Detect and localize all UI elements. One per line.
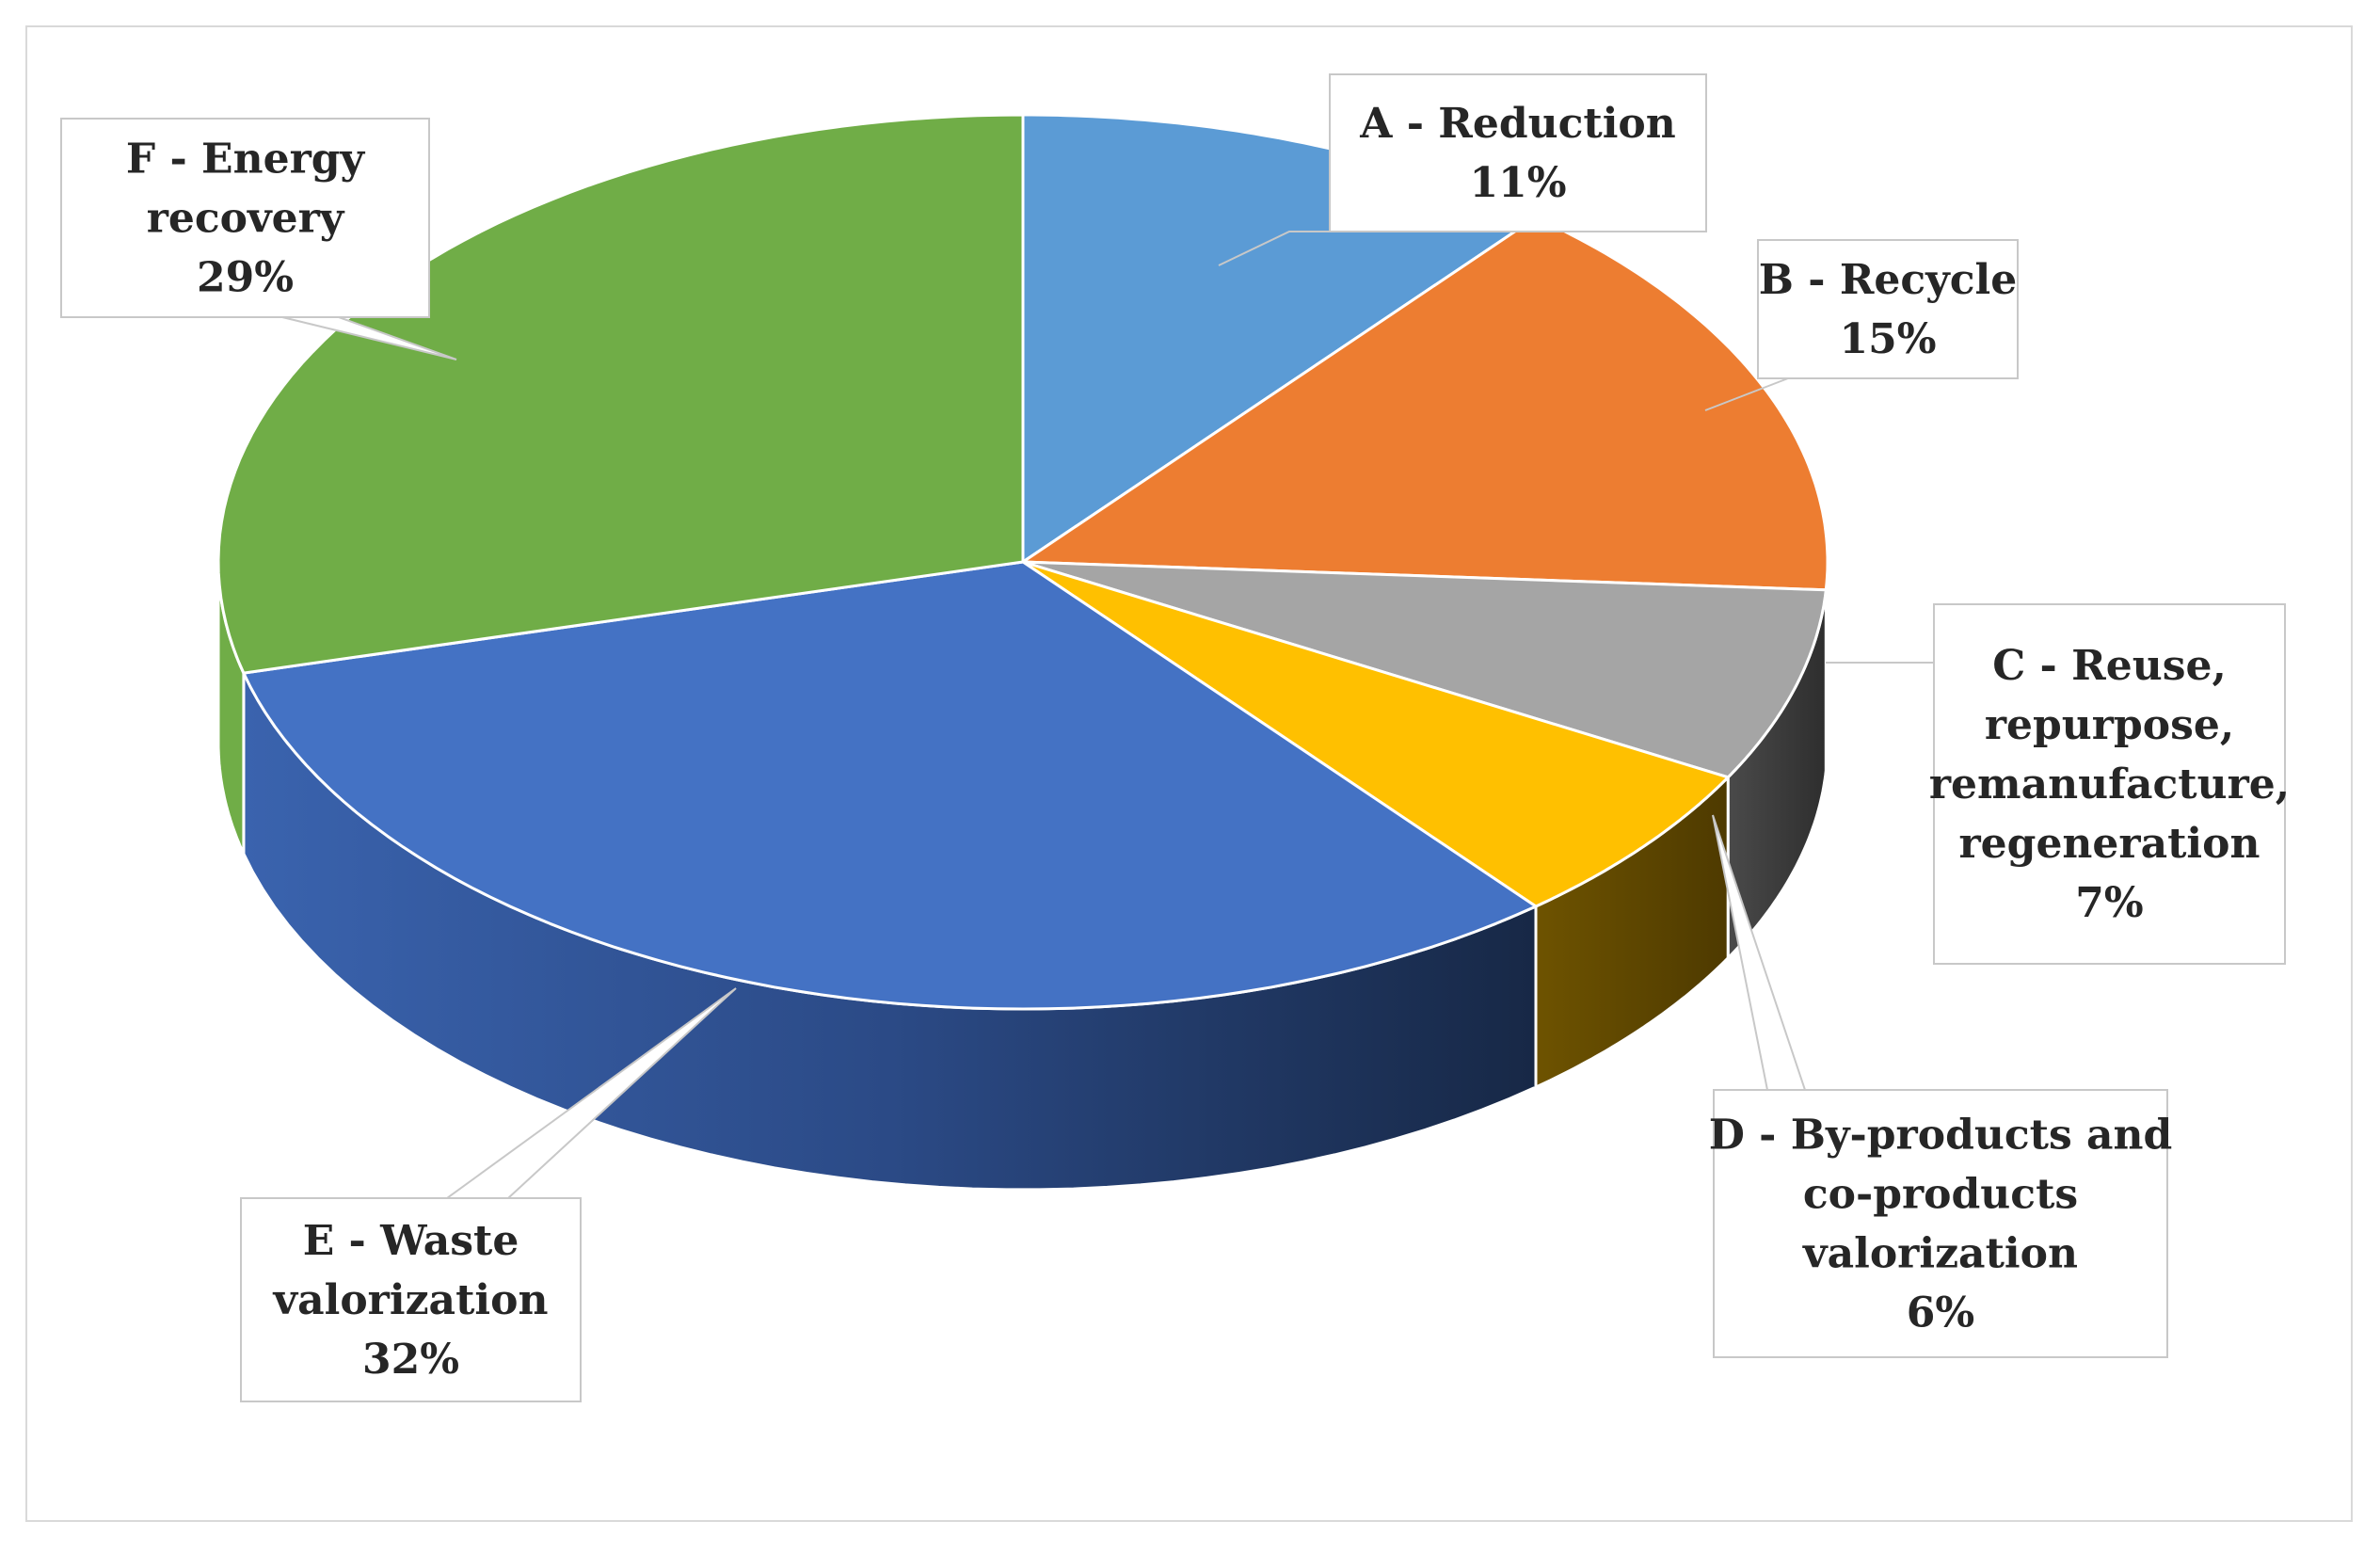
callout-e-waste: E - Waste valorization 32% (240, 1197, 582, 1402)
callout-leader-b-recycle (1704, 377, 1789, 411)
callout-box (240, 1197, 582, 1402)
slice-label: recovery (147, 195, 345, 243)
callout-c-reuse: C - Reuse, repurpose, remanufacture, regene… (1929, 603, 2290, 965)
callout-d-by-products-and: D - By-products and co-products valorizati… (1709, 1089, 2173, 1358)
pie-slice-b-recycle (1021, 216, 1829, 592)
pie-slice-e-waste (242, 560, 1538, 1011)
slice-label: E - Waste (303, 1217, 519, 1265)
slice-percent-label: 6% (1907, 1289, 1974, 1337)
callout-b-recycle: B - Recycle 15% (1757, 239, 2019, 379)
slice-percent-label: 29% (197, 254, 294, 302)
callout-a-reduction: A - Reduction 11% (1329, 73, 1707, 232)
slice-label: F - Energy (126, 136, 366, 184)
callout-f-energy: F - Energy recovery 29% (60, 118, 430, 318)
slice-percent-label: 15% (1839, 315, 1936, 363)
pie-slice-c-reuse (1021, 560, 1828, 779)
slice-percent-label: 11% (1469, 159, 1566, 207)
slice-label: valorization (1802, 1230, 2078, 1278)
slice-label: co-products (1803, 1171, 2078, 1219)
callout-box (1713, 1089, 2168, 1358)
callout-leader-e-waste (446, 987, 737, 1199)
callout-box (60, 118, 430, 318)
slice-label: B - Recycle (1759, 256, 2018, 304)
slice-label: repurpose, (1985, 701, 2234, 749)
slice-label: regeneration (1959, 820, 2260, 868)
slice-label: C - Reuse, (1992, 642, 2227, 690)
pie-slice-d-by-products-and (1021, 560, 1730, 908)
slice-percent-label: 32% (362, 1336, 459, 1384)
callout-leader-d-by-products-and (1712, 814, 1806, 1091)
slice-label: A - Reduction (1359, 100, 1676, 148)
slice-label: remanufacture, (1929, 760, 2290, 809)
slice-label: valorization (273, 1276, 549, 1324)
slice-percent-label: 7% (2075, 879, 2143, 927)
callout-leader-f-energy (281, 316, 457, 360)
callout-box (1329, 73, 1707, 232)
callout-box (1757, 239, 2019, 379)
callout-box (1933, 603, 2286, 965)
slice-label: D - By-products and (1709, 1112, 2173, 1160)
